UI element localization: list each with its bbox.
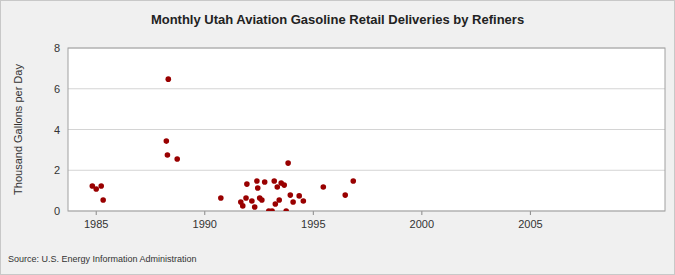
point — [249, 198, 255, 204]
point — [93, 186, 99, 192]
points — [90, 76, 357, 211]
y-tick-label: 2 — [54, 164, 60, 176]
point — [255, 185, 261, 191]
x-tick-label: 1990 — [193, 218, 217, 230]
point — [320, 184, 326, 190]
point — [100, 197, 106, 203]
chart: Monthly Utah Aviation Gasoline Retail De… — [0, 0, 675, 275]
point — [218, 195, 224, 201]
point — [301, 198, 307, 204]
grid-line — [68, 170, 665, 171]
point — [165, 152, 171, 158]
point — [98, 183, 104, 189]
point — [252, 204, 258, 210]
x-tick — [421, 211, 422, 215]
point — [269, 208, 275, 211]
x-tick — [530, 211, 531, 215]
y-tick-label: 8 — [54, 42, 60, 54]
background — [1, 1, 675, 275]
point — [281, 182, 287, 188]
point — [342, 192, 348, 198]
x-tick — [313, 211, 314, 215]
x-tick-label: 2000 — [410, 218, 434, 230]
point — [290, 199, 296, 205]
plot-area — [68, 48, 665, 211]
source: Source: U.S. Energy Information Administ… — [8, 254, 197, 264]
y-axis-label: Thousand Gallons per Day — [12, 64, 24, 195]
x-tick-label: 2005 — [518, 218, 542, 230]
point — [273, 201, 279, 207]
point — [288, 192, 294, 198]
point — [283, 208, 289, 211]
x-tick — [204, 211, 205, 215]
point — [262, 179, 268, 185]
x-tick-label: 1995 — [301, 218, 325, 230]
point — [174, 156, 180, 162]
point — [271, 178, 277, 184]
title: Monthly Utah Aviation Gasoline Retail De… — [151, 12, 524, 27]
point — [276, 197, 282, 203]
point — [350, 178, 356, 184]
point — [240, 203, 246, 209]
y-tick-label: 6 — [54, 83, 60, 95]
point — [244, 181, 250, 187]
point — [259, 197, 265, 203]
plot-frame — [68, 48, 665, 211]
point — [254, 178, 260, 184]
x-tick-label: 1985 — [84, 218, 108, 230]
y-tick-label: 0 — [54, 205, 60, 217]
point — [296, 193, 302, 199]
x-tick — [96, 211, 97, 215]
grid-line — [68, 88, 665, 89]
point — [243, 195, 249, 201]
y-tick-label: 4 — [54, 124, 60, 136]
point — [165, 76, 171, 82]
grid-line — [68, 129, 665, 130]
point — [164, 138, 170, 144]
point — [285, 160, 291, 166]
